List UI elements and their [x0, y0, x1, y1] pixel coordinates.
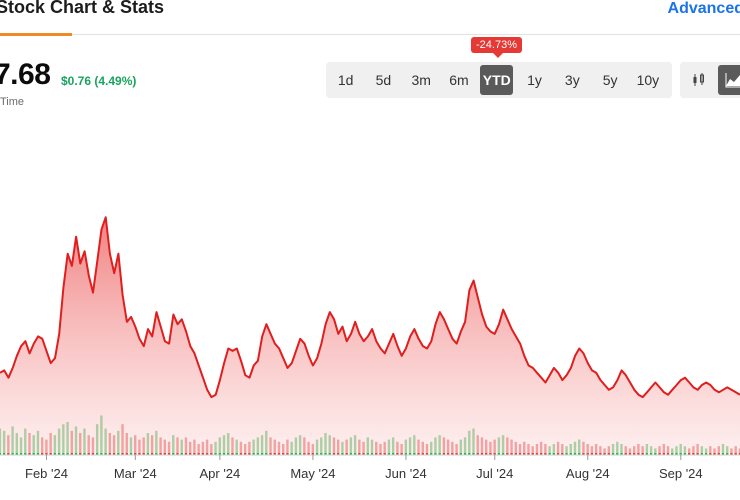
x-tick-label: Mar '24 — [114, 466, 157, 481]
range-selector: 1d 5d 3m 6m YTD 1y 3y 5y 10y — [326, 62, 672, 98]
candlestick-icon — [693, 73, 704, 86]
current-price: 7.68 — [0, 58, 51, 91]
range-ytd-button[interactable]: YTD — [480, 65, 514, 95]
x-tick-label: Feb '24 — [25, 466, 68, 481]
range-3y-button[interactable]: 3y — [564, 72, 580, 88]
x-tick-label: May '24 — [290, 466, 335, 481]
price-change: $0.76 (4.49%) — [61, 74, 137, 88]
x-tick-label: Apr '24 — [199, 466, 240, 481]
range-5d-button[interactable]: 5d — [375, 72, 392, 88]
price-chart[interactable]: Feb '24 Mar '24 Apr '24 May '24 Jun '24 Jul '… — [0, 110, 740, 500]
x-axis: Feb '24 Mar '24 Apr '24 May '24 Jun '24 Jul '… — [0, 454, 740, 481]
area-chart-button[interactable] — [718, 65, 740, 95]
area-chart-icon — [725, 73, 740, 88]
x-tick-label: Sep '24 — [659, 466, 703, 481]
range-10y-button[interactable]: 10y — [636, 72, 660, 88]
ytd-change-badge: -24.73% — [471, 37, 522, 58]
x-tick-label: Aug '24 — [566, 466, 610, 481]
range-5y-button[interactable]: 5y — [602, 72, 618, 88]
candlestick-chart-button[interactable] — [684, 65, 714, 95]
x-tick-label: Jun '24 — [385, 466, 427, 481]
x-tick-label: Jul '24 — [476, 466, 513, 481]
range-6m-button[interactable]: 6m — [449, 72, 469, 88]
price-line — [0, 216, 740, 399]
price-area-fill — [0, 217, 740, 453]
active-tab-indicator — [0, 33, 72, 36]
range-1d-button[interactable]: 1d — [337, 72, 354, 88]
time-label: Time — [0, 96, 25, 108]
chart-type-toggle — [680, 62, 740, 98]
range-3m-button[interactable]: 3m — [411, 72, 431, 88]
page-title: Stock Chart & Stats — [0, 0, 165, 17]
range-1y-button[interactable]: 1y — [527, 72, 542, 88]
advanced-chart-link[interactable]: Advanced — [667, 0, 740, 17]
header-divider — [0, 34, 740, 35]
